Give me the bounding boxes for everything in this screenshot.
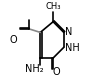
Text: O: O — [53, 67, 60, 77]
Text: CH₃: CH₃ — [45, 2, 61, 11]
Text: NH₂: NH₂ — [25, 64, 44, 74]
Text: O: O — [9, 35, 17, 45]
Text: NH: NH — [65, 43, 80, 53]
Text: N: N — [65, 27, 73, 37]
